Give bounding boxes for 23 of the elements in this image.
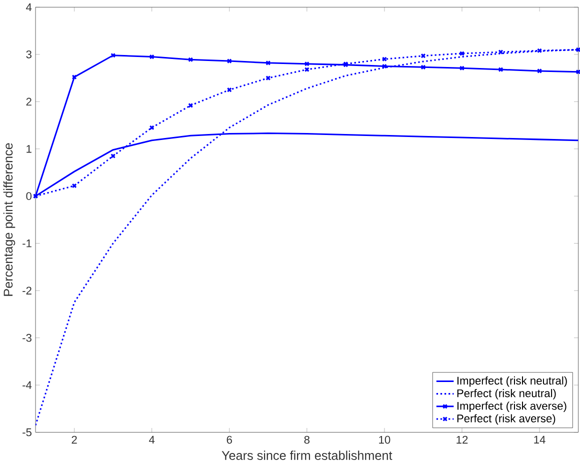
y-tick-label: 3 bbox=[26, 50, 32, 58]
x-tick-label: 10 bbox=[379, 436, 390, 444]
y-axis-title: Percentage point difference bbox=[3, 143, 16, 296]
legend-label: Perfect (risk neutral) bbox=[457, 388, 556, 400]
x-tick-label: 6 bbox=[226, 436, 232, 444]
y-tick-label: 0 bbox=[26, 192, 32, 200]
x-tick-label: 4 bbox=[149, 436, 155, 444]
y-tick-label: -2 bbox=[22, 286, 32, 294]
legend-label: Imperfect (risk neutral) bbox=[457, 376, 567, 387]
x-tick-label: 12 bbox=[456, 436, 468, 444]
x-axis-title: Years since firm establishment bbox=[222, 450, 392, 460]
x-tick-label: 8 bbox=[304, 436, 310, 444]
y-tick-label: -4 bbox=[22, 381, 32, 389]
y-tick-label: -1 bbox=[22, 239, 32, 248]
y-tick-label: -5 bbox=[22, 428, 32, 436]
legend-label: Imperfect (risk averse) bbox=[457, 401, 566, 412]
y-tick-label: 2 bbox=[26, 98, 32, 106]
y-tick-label: -3 bbox=[22, 334, 32, 342]
legend-label: Perfect (risk averse) bbox=[457, 414, 556, 424]
x-tick-label: 2 bbox=[72, 436, 77, 444]
x-tick-label: 14 bbox=[534, 436, 546, 444]
y-tick-label: 1 bbox=[26, 144, 32, 153]
y-tick-label: 4 bbox=[26, 3, 32, 11]
